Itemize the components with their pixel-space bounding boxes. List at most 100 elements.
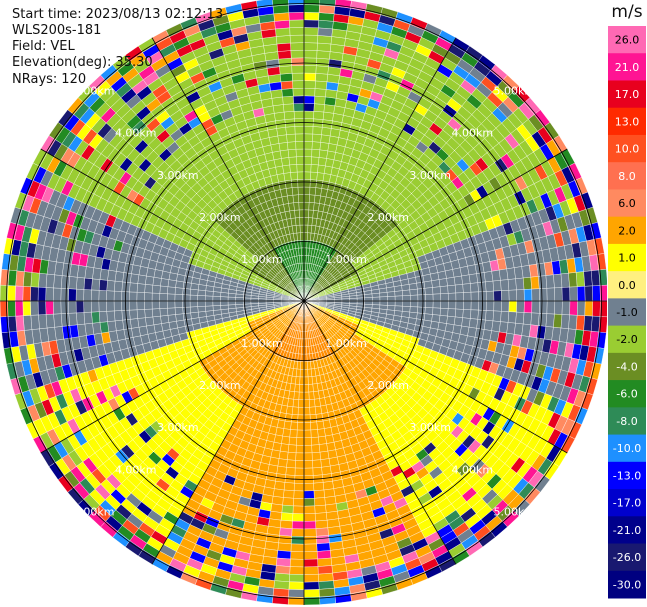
velocity-gate <box>312 126 323 135</box>
velocity-gate <box>281 88 294 98</box>
velocity-gate <box>561 300 571 316</box>
velocity-gate <box>311 141 321 150</box>
velocity-gate <box>284 179 293 189</box>
velocity-gate <box>394 290 403 297</box>
velocity-gate <box>136 292 145 302</box>
range-ring-label: 1.00km <box>241 337 283 350</box>
velocity-gate <box>98 300 107 312</box>
velocity-gate <box>438 278 448 287</box>
velocity-gate <box>280 73 293 82</box>
velocity-gate <box>274 111 286 121</box>
velocity-gate <box>493 300 502 312</box>
velocity-gate <box>320 134 331 144</box>
velocity-gate <box>76 277 85 290</box>
velocity-gate <box>323 104 336 114</box>
range-ring-label: 2.00km <box>199 379 241 392</box>
velocity-gate <box>303 141 313 150</box>
velocity-gate <box>274 481 286 491</box>
velocity-gate <box>291 520 305 530</box>
velocity-gate <box>349 298 358 302</box>
velocity-gate <box>387 296 396 302</box>
velocity-gate <box>439 285 449 294</box>
velocity-gate <box>276 173 286 183</box>
velocity-gate <box>293 110 305 119</box>
colorbar-swatch <box>608 189 646 218</box>
velocity-gate <box>303 467 314 476</box>
velocity-gate <box>292 194 299 203</box>
velocity-gate <box>425 300 434 308</box>
velocity-gate <box>297 414 305 423</box>
colorbar-swatch <box>608 162 646 190</box>
velocity-gate <box>130 318 140 329</box>
velocity-gate <box>303 407 311 416</box>
colorbar-tick-label: 1.0 <box>618 252 636 265</box>
velocity-gate <box>168 321 178 330</box>
velocity-gate <box>303 536 317 545</box>
velocity-gate <box>309 414 317 423</box>
velocity-gate <box>7 315 17 333</box>
velocity-gate <box>303 217 309 226</box>
range-ring-label: 4.00km <box>115 127 157 140</box>
velocity-gate <box>303 27 319 36</box>
velocity-gate <box>298 391 305 400</box>
velocity-field <box>0 0 607 606</box>
velocity-gate <box>30 272 40 288</box>
velocity-gate <box>294 126 305 135</box>
velocity-gate <box>280 512 294 522</box>
velocity-gate <box>278 142 289 152</box>
velocity-gate <box>45 273 55 289</box>
velocity-gate <box>303 186 311 195</box>
velocity-gate <box>167 314 177 323</box>
range-ring-label: 3.00km <box>409 421 451 434</box>
velocity-gate <box>282 497 294 507</box>
velocity-gate <box>485 310 494 322</box>
velocity-gate <box>277 50 292 60</box>
velocity-gate <box>15 285 24 302</box>
velocity-gate <box>285 187 294 197</box>
velocity-gate <box>278 57 292 67</box>
velocity-gate <box>320 458 331 468</box>
velocity-gate <box>310 429 319 438</box>
range-ring-label: 3.00km <box>409 169 451 182</box>
velocity-gate <box>324 427 333 437</box>
velocity-gate <box>68 276 78 290</box>
velocity-gate <box>37 286 47 302</box>
velocity-gate <box>303 95 315 104</box>
velocity-gate <box>98 279 108 291</box>
velocity-gate <box>309 399 316 408</box>
velocity-gate <box>303 369 309 378</box>
velocity-gate <box>530 276 540 290</box>
velocity-gate <box>486 300 495 312</box>
velocity-gate <box>303 490 315 499</box>
velocity-gate <box>303 445 313 454</box>
elevation: Elevation(deg): 35.30 <box>12 55 153 70</box>
velocity-gate <box>531 288 540 302</box>
velocity-gate <box>486 290 495 302</box>
velocity-gate <box>440 293 449 302</box>
colorbar-swatch <box>608 570 646 599</box>
velocity-gate <box>303 437 312 446</box>
instrument-name: WLS200s-181 <box>12 23 102 38</box>
velocity-gate <box>235 304 244 309</box>
velocity-gate <box>113 290 122 302</box>
velocity-gate <box>308 383 314 393</box>
velocity-gate <box>310 171 318 181</box>
velocity-gate <box>279 149 290 159</box>
velocity-gate <box>272 4 290 14</box>
velocity-gate <box>316 550 332 560</box>
velocity-gate <box>205 295 214 302</box>
velocity-gate <box>303 34 319 44</box>
velocity-gate <box>318 157 327 167</box>
velocity-gate <box>107 320 117 333</box>
velocity-gate <box>274 20 290 30</box>
velocity-gate <box>15 315 25 332</box>
velocity-gate <box>281 435 290 445</box>
velocity-gate <box>402 289 411 296</box>
velocity-gate <box>145 316 155 327</box>
velocity-gate <box>438 315 448 324</box>
velocity-gate <box>500 311 510 323</box>
velocity-gate <box>307 368 313 378</box>
velocity-gate <box>303 110 315 119</box>
velocity-gate <box>289 34 305 44</box>
velocity-gate <box>317 27 333 37</box>
